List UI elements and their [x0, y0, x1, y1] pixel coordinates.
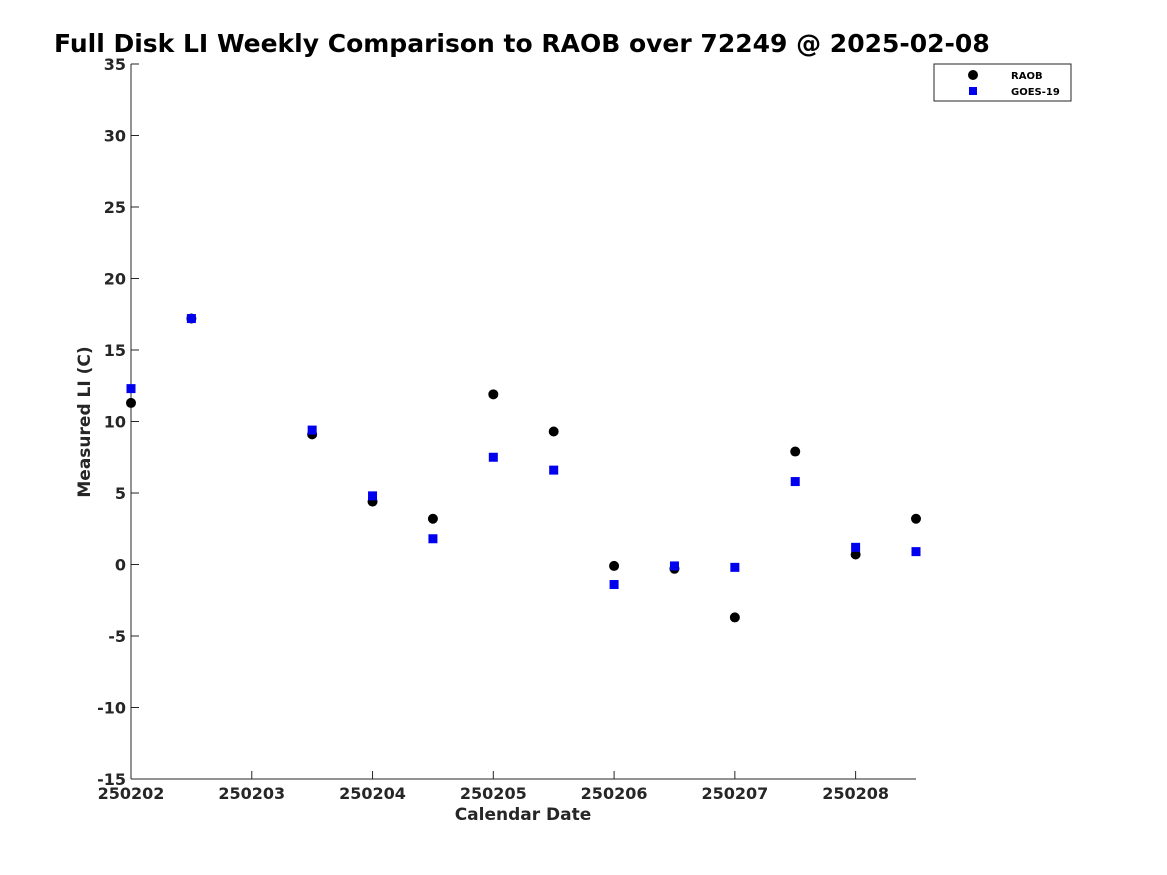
raob-point: [427, 513, 438, 524]
goes-19-point: [186, 314, 196, 324]
x-tick-label: 250204: [339, 784, 406, 803]
x-axis-label: Calendar Date: [455, 805, 592, 825]
y-tick-label: -15: [97, 770, 126, 789]
axes: [130, 64, 916, 780]
raob-point: [911, 513, 921, 524]
goes-19-point: [428, 534, 438, 544]
y-tick-label: 5: [115, 484, 126, 503]
x-ticks: 250202 250203 250204 250205 250206 250207 2502…: [98, 771, 889, 803]
goes-19-point: [549, 465, 559, 475]
y-tick-label: 0: [115, 556, 126, 575]
y-tick-label: 20: [104, 270, 126, 289]
raob-point: [790, 446, 801, 457]
goes-19-point: [609, 580, 619, 590]
y-tick-label: 10: [104, 413, 126, 432]
y-tick-label: 25: [104, 198, 126, 217]
y-ticks: -15 -10 -5 0 5 10 15 20 25 30 35: [97, 55, 139, 789]
y-tick-label: 30: [104, 127, 126, 146]
legend: RAOB GOES-19: [933, 63, 1072, 102]
raob-point: [126, 397, 136, 408]
legend-box: [933, 63, 1072, 102]
y-tick-label: -5: [108, 627, 126, 646]
goes-19-point: [368, 491, 378, 501]
y-tick-label: -10: [97, 699, 126, 718]
data-points: [126, 313, 921, 623]
goes-19-point: [730, 562, 740, 572]
goes-19-point: [851, 542, 861, 552]
legend-raob-label: RAOB: [1011, 71, 1043, 82]
x-tick-label: 250203: [218, 784, 285, 803]
legend-goes-19-label: GOES-19: [1011, 87, 1060, 98]
goes-19-point: [488, 452, 498, 462]
y-tick-label: 15: [104, 341, 126, 360]
goes-19-point: [126, 384, 136, 394]
goes-19-point: [669, 561, 679, 571]
x-tick-label: 250208: [822, 784, 889, 803]
chart-title: Full Disk LI Weekly Comparison to RAOB o…: [54, 29, 990, 58]
y-axis-label: Measured LI (C): [75, 346, 95, 497]
x-tick-label: 250205: [460, 784, 527, 803]
raob-point: [609, 560, 620, 571]
raob-point: [850, 549, 861, 560]
legend-raob-marker: [968, 70, 978, 80]
legend-goes-19-marker: [969, 87, 977, 95]
goes-19-point: [911, 547, 921, 557]
raob-point: [548, 426, 559, 437]
x-tick-label: 250206: [581, 784, 648, 803]
goes-19-point: [307, 425, 317, 435]
raob-point: [488, 389, 499, 400]
y-tick-label: 35: [104, 55, 126, 74]
raob-point: [729, 612, 740, 623]
x-tick-label: 250202: [98, 784, 165, 803]
x-tick-label: 250207: [701, 784, 768, 803]
goes-19-point: [790, 477, 800, 487]
